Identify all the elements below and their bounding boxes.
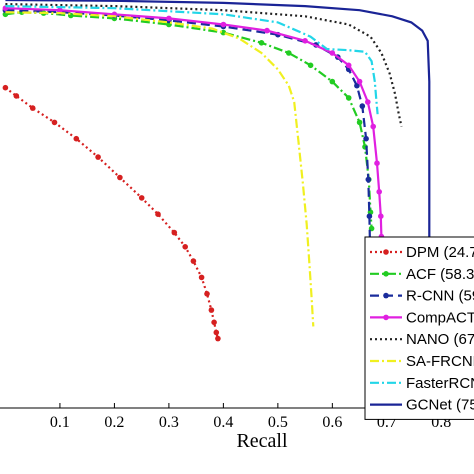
x-tick-label-3: 0.4 <box>213 414 233 431</box>
legend-marker-1 <box>383 271 389 277</box>
series-0-point-11 <box>190 258 197 264</box>
legend-label-6: FasterRCNN <box>406 375 474 392</box>
series-1-point-9 <box>307 62 314 69</box>
x-axis-title: Recall <box>236 430 288 452</box>
series-3 <box>2 5 385 240</box>
x-tick-label-2: 0.3 <box>159 414 179 431</box>
series-line-0 <box>4 86 219 339</box>
series-2-point-13 <box>366 213 373 219</box>
series-2-point-10 <box>359 103 366 109</box>
series-0-point-4 <box>73 135 80 142</box>
series-3-point-1 <box>57 7 63 13</box>
series-3-point-9 <box>356 78 363 85</box>
series-1-point-11 <box>345 95 352 101</box>
series-0-point-5 <box>95 154 101 160</box>
legend-label-7: GCNet (75.7 <box>406 397 474 414</box>
series-0-point-14 <box>208 307 215 313</box>
x-tick-label-4: 0.5 <box>268 414 288 431</box>
series-3-point-3 <box>166 15 172 22</box>
series-3-point-4 <box>220 21 227 28</box>
series-0-point-13 <box>204 291 210 297</box>
series-0-point-8 <box>155 211 161 217</box>
series-2-point-11 <box>363 135 369 142</box>
series-3-point-10 <box>365 99 371 105</box>
series-1-point-12 <box>356 119 363 126</box>
series-0-point-15 <box>211 319 217 326</box>
series-0-point-17 <box>215 335 221 342</box>
series-2-point-12 <box>365 176 372 183</box>
series-0 <box>2 84 221 342</box>
series-0-point-0 <box>2 84 9 91</box>
series-4 <box>5 3 403 127</box>
legend-label-4: NANO (67.0 <box>406 331 474 348</box>
series-0-point-9 <box>171 229 178 236</box>
series-layer <box>2 0 431 342</box>
series-0-point-12 <box>198 274 205 281</box>
series-0-point-1 <box>13 93 20 99</box>
series-1-point-10 <box>329 78 336 85</box>
legend-marker-3 <box>383 314 389 321</box>
series-3-point-14 <box>378 213 384 219</box>
series-line-6 <box>5 5 379 115</box>
series-7 <box>5 0 431 286</box>
series-0-point-10 <box>182 244 188 250</box>
x-tick-label-0: 0.1 <box>50 414 70 431</box>
legend-label-2: R-CNN (59. <box>406 288 474 305</box>
series-2-point-9 <box>354 82 360 89</box>
series-3-point-8 <box>345 62 352 69</box>
series-3-point-5 <box>264 27 270 34</box>
series-0-point-16 <box>213 329 220 336</box>
series-line-1 <box>5 11 373 229</box>
legend-box <box>364 236 474 420</box>
series-3-point-6 <box>302 38 308 44</box>
series-1-point-8 <box>286 50 292 56</box>
series-line-3 <box>5 7 383 237</box>
legend: DPM (24.78 ACF (58.30 R-CNN (59. CompACT ( N… <box>364 236 474 420</box>
series-line-7 <box>5 0 431 286</box>
series-3-point-7 <box>329 50 336 56</box>
series-3-point-12 <box>374 160 380 166</box>
legend-label-0: DPM (24.78 <box>406 244 474 261</box>
series-3-point-11 <box>370 123 377 130</box>
series-1-point-7 <box>258 40 265 46</box>
series-0-point-2 <box>29 105 36 111</box>
series-5 <box>5 11 315 327</box>
series-0-point-7 <box>138 195 145 201</box>
series-0-point-6 <box>117 174 123 181</box>
x-tick-label-5: 0.6 <box>322 414 342 431</box>
series-3-point-13 <box>376 189 383 195</box>
legend-marker-2 <box>383 292 389 299</box>
legend-label-1: ACF (58.30 <box>406 266 474 283</box>
series-line-4 <box>5 3 403 127</box>
legend-marker-0 <box>383 249 389 255</box>
x-tick-label-1: 0.2 <box>104 414 124 431</box>
series-0-point-3 <box>51 119 58 126</box>
series-line-5 <box>5 11 315 327</box>
series-6 <box>5 5 379 115</box>
legend-label-3: CompACT ( <box>406 309 474 326</box>
legend-label-5: SA-FRCNN <box>406 353 474 370</box>
